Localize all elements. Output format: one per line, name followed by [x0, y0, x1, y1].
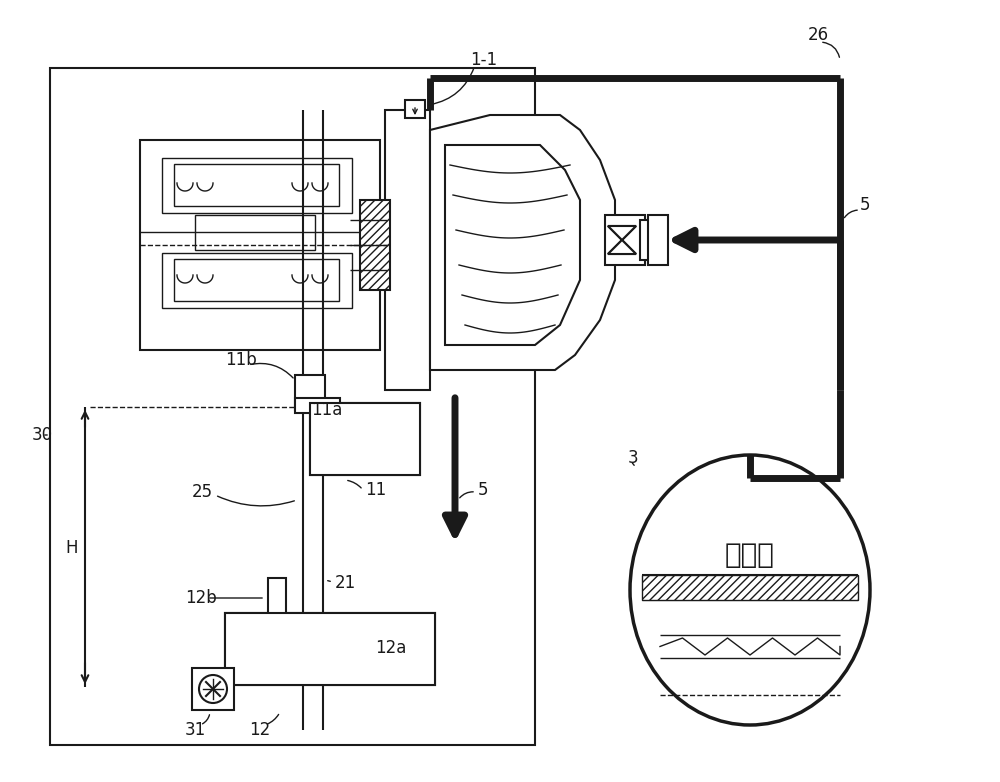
Text: H: H — [66, 539, 78, 557]
Text: 11b: 11b — [225, 351, 257, 369]
Bar — [174, 259, 339, 301]
Bar — [640, 220, 665, 260]
Polygon shape — [608, 226, 636, 240]
Text: 25: 25 — [192, 483, 213, 501]
Polygon shape — [430, 115, 615, 370]
Text: 1-1: 1-1 — [470, 51, 497, 69]
Text: 30: 30 — [32, 426, 53, 444]
Bar — [195, 215, 315, 250]
Bar — [295, 375, 325, 410]
Bar — [385, 110, 430, 390]
Text: 3: 3 — [628, 449, 639, 467]
Text: 12a: 12a — [375, 639, 406, 657]
Text: 26: 26 — [808, 26, 829, 44]
Text: 21: 21 — [335, 574, 356, 592]
Ellipse shape — [630, 455, 870, 725]
Text: 12b: 12b — [185, 589, 217, 607]
Bar — [225, 613, 435, 685]
Polygon shape — [608, 240, 636, 254]
Text: 蒸发器: 蒸发器 — [725, 541, 775, 569]
Bar — [162, 158, 352, 213]
Bar — [192, 668, 234, 710]
Polygon shape — [445, 145, 580, 345]
Bar — [405, 100, 425, 118]
Bar — [50, 68, 535, 745]
Text: 11a: 11a — [311, 401, 342, 419]
Bar — [605, 215, 645, 265]
Polygon shape — [608, 240, 636, 254]
Bar — [225, 613, 435, 685]
Text: 31: 31 — [184, 721, 206, 739]
Polygon shape — [608, 226, 636, 240]
Polygon shape — [642, 575, 858, 600]
Bar — [295, 398, 340, 413]
Bar — [162, 253, 352, 308]
Bar — [268, 578, 286, 618]
Text: 5: 5 — [860, 196, 870, 214]
Bar — [310, 403, 420, 475]
Bar — [140, 140, 380, 350]
Text: 5: 5 — [478, 481, 488, 499]
Bar — [174, 164, 339, 206]
Bar — [360, 200, 390, 290]
Text: 12: 12 — [249, 721, 271, 739]
Text: 11: 11 — [365, 481, 386, 499]
Bar — [310, 403, 420, 475]
Bar — [648, 215, 668, 265]
